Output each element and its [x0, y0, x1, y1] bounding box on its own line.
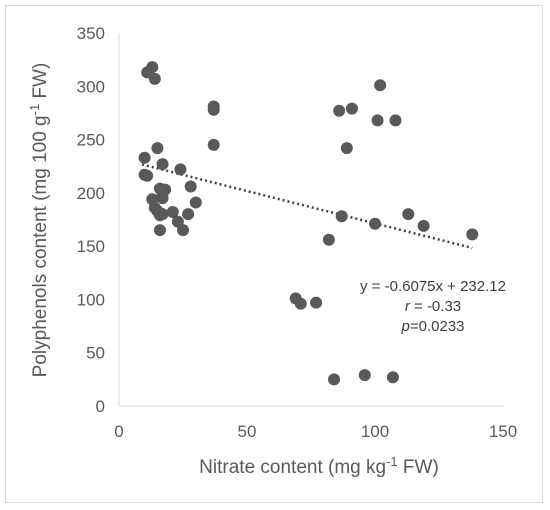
data-point: [166, 206, 179, 219]
x-tick-label: 50: [238, 422, 257, 441]
chart-frame: [5, 5, 543, 503]
x-axis-title-text: Nitrate content (mg kg: [199, 457, 386, 478]
data-point: [322, 233, 335, 246]
x-axis-title: Nitrate content (mg kg-1 FW): [199, 454, 439, 478]
data-point: [207, 138, 220, 151]
y-tick-label: 200: [77, 184, 105, 203]
y-axis-title-unit: FW): [30, 63, 51, 104]
data-point: [156, 192, 169, 205]
data-point: [184, 180, 197, 193]
data-point: [138, 151, 151, 164]
data-point: [335, 210, 348, 223]
x-tick-labels: 0 50 100 150: [114, 422, 517, 441]
x-tick-label: 100: [361, 422, 389, 441]
y-tick-label: 50: [86, 344, 105, 363]
data-point: [189, 196, 202, 209]
data-point: [146, 61, 159, 74]
y-axis-title-superscript: -1: [27, 104, 42, 116]
p-symbol: p: [401, 318, 410, 335]
data-point: [371, 114, 384, 127]
data-point: [333, 104, 346, 117]
data-point: [389, 114, 402, 127]
data-points: [138, 61, 479, 386]
data-point: [402, 208, 415, 221]
data-point: [177, 224, 189, 237]
data-point: [328, 373, 341, 386]
data-point: [417, 219, 430, 232]
data-point: [345, 102, 358, 115]
x-axis-title-unit: FW): [398, 457, 439, 478]
data-point: [207, 100, 220, 113]
y-tick-label: 300: [77, 77, 105, 96]
r-symbol: r: [405, 298, 411, 315]
data-point: [466, 228, 479, 241]
y-tick-label: 100: [77, 290, 105, 309]
trendline: [141, 163, 473, 250]
p-value: p=0.0233: [401, 318, 465, 335]
plot-axes: [118, 33, 503, 407]
data-point: [386, 371, 399, 384]
x-tick-label: 0: [114, 422, 123, 441]
y-tick-label: 150: [77, 237, 105, 256]
x-axis-title-superscript: -1: [386, 454, 398, 469]
data-point: [151, 142, 164, 155]
y-axis-title-text: Polyphenols content (mg 100 g: [30, 115, 51, 377]
data-point: [294, 297, 307, 310]
data-point: [340, 142, 353, 155]
correlation-coefficient: r = -0.33: [405, 298, 461, 315]
data-point: [369, 217, 381, 230]
data-point: [174, 163, 187, 176]
y-tick-labels: 0 50 100 150 200 250 300 350: [77, 24, 105, 416]
y-tick-label: 350: [77, 24, 105, 43]
data-point: [358, 369, 371, 382]
y-axis-title: Polyphenols content (mg 100 g-1 FW): [27, 63, 51, 378]
x-tick-label: 150: [489, 422, 517, 441]
r-value: = -0.33: [410, 298, 461, 315]
data-point: [141, 169, 154, 182]
data-point: [156, 158, 169, 171]
regression-equation: y = -0.6075x + 232.12: [360, 278, 506, 295]
y-tick-label: 0: [96, 397, 105, 416]
data-point: [182, 208, 195, 221]
data-point: [374, 79, 387, 92]
y-tick-label: 250: [77, 131, 105, 150]
data-point: [153, 224, 166, 237]
data-point: [310, 296, 323, 309]
data-point: [156, 208, 169, 221]
p-value-text: =0.0233: [410, 318, 465, 335]
data-point: [148, 72, 161, 85]
